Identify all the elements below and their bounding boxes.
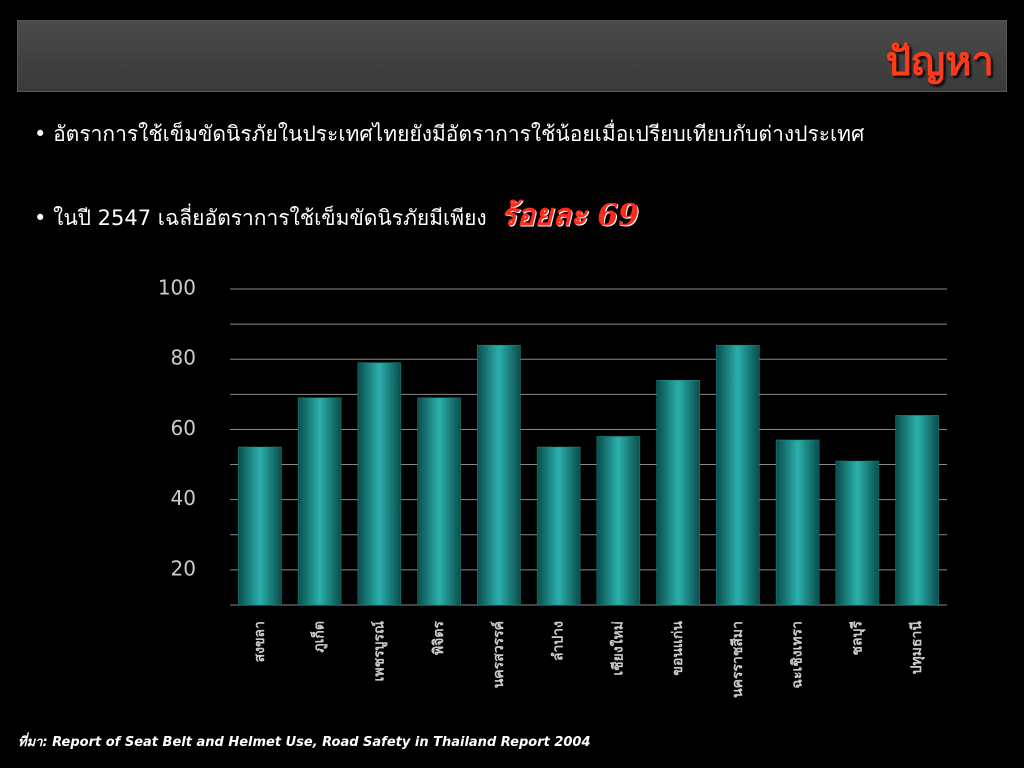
bar [775, 439, 820, 606]
bar [297, 397, 342, 606]
chart: 20 40 60 80 100 สงขลา ภูเก็ต เพชรบูรณ์ พิจิตร นคร… [158, 276, 947, 698]
bar [536, 446, 581, 606]
bar [238, 446, 282, 606]
x-tick-label: ขอนแก่น [670, 621, 686, 676]
bar [716, 344, 760, 606]
x-tick-label: นครราชสีมา [730, 621, 746, 698]
title-bar: ปัญหา [17, 20, 1007, 92]
x-tick-label: ชลบุรี [849, 621, 865, 656]
y-tick-label: 100 [158, 276, 196, 300]
x-tick-label: ลำปาง [551, 621, 567, 661]
bar [656, 380, 700, 606]
bar [835, 460, 880, 606]
bar [596, 436, 641, 606]
title: ปัญหา [885, 39, 994, 85]
bullet: • ในปี 2547 เฉลี่ยอัตราการใช้เข็มขัดนิรภ… [34, 198, 640, 233]
bar [417, 397, 461, 606]
bullet: • อัตราการใช้เข็มขัดนิรภัยในประเทศไทยยัง… [34, 122, 865, 146]
bullet-text: อัตราการใช้เข็มขัดนิรภัยในประเทศไทยยังมี… [53, 122, 865, 146]
x-tick-label: ภูเก็ต [310, 621, 328, 653]
bar [357, 362, 402, 606]
x-tick-label: ปทุมธานี [909, 621, 925, 675]
highlight: ร้อยละ 69 [500, 198, 640, 233]
y-tick-label: 40 [171, 486, 196, 510]
bullet-text: ในปี 2547 เฉลี่ยอัตราการใช้เข็มขัดนิรภัย… [53, 206, 487, 230]
x-tick-label: ฉะเชิงเทรา [790, 621, 806, 689]
x-tick-label: เชียงใหม่ [608, 621, 626, 676]
bar [477, 344, 521, 606]
x-tick-label: นครสวรรค์ [490, 621, 507, 688]
x-tick-label: พิจิตร [431, 621, 447, 656]
bar [895, 415, 939, 606]
y-tick-label: 60 [171, 416, 196, 440]
y-tick-label: 20 [171, 556, 196, 580]
x-tick-label: เพชรบูรณ์ [370, 621, 387, 681]
y-tick-label: 80 [171, 346, 196, 370]
x-tick-label: สงขลา [252, 621, 268, 662]
source: ที่มา: Report of Seat Belt and Helmet Us… [18, 735, 591, 750]
